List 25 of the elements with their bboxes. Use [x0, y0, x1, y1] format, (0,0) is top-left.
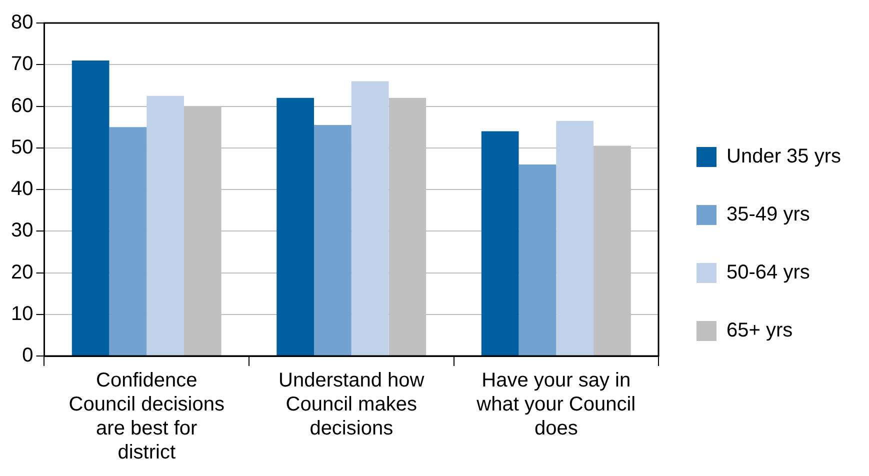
y-tick-label: 60: [10, 94, 34, 117]
y-tick-label: 0: [22, 344, 34, 367]
x-tick-label: Have your say in what your Council does: [476, 370, 636, 440]
legend-label: 50-64 yrs: [726, 262, 810, 284]
bar: [556, 120, 594, 356]
bar: [276, 98, 314, 356]
x-tick-label: Understand how Council makes decisions: [278, 370, 425, 440]
legend-label: Under 35 yrs: [726, 146, 842, 168]
bar: [518, 164, 556, 356]
y-tick-label: 10: [10, 302, 34, 325]
legend-label: 65+ yrs: [726, 320, 793, 342]
bar: [109, 127, 147, 356]
y-tick-label: 70: [10, 53, 34, 76]
y-tick-label: 20: [10, 261, 34, 284]
bar: [481, 131, 519, 356]
y-tick-label: 40: [10, 178, 34, 200]
y-tick-label: 50: [10, 136, 34, 158]
y-tick-label: 30: [10, 220, 34, 242]
bar: [72, 60, 110, 356]
legend-label: 35-49 yrs: [726, 204, 810, 226]
x-tick-label: Confidence Council decisions are best for district: [68, 370, 224, 464]
bar: [314, 124, 352, 356]
bar: [146, 96, 184, 356]
y-tick-label: 80: [10, 12, 34, 34]
bar: [351, 81, 389, 356]
